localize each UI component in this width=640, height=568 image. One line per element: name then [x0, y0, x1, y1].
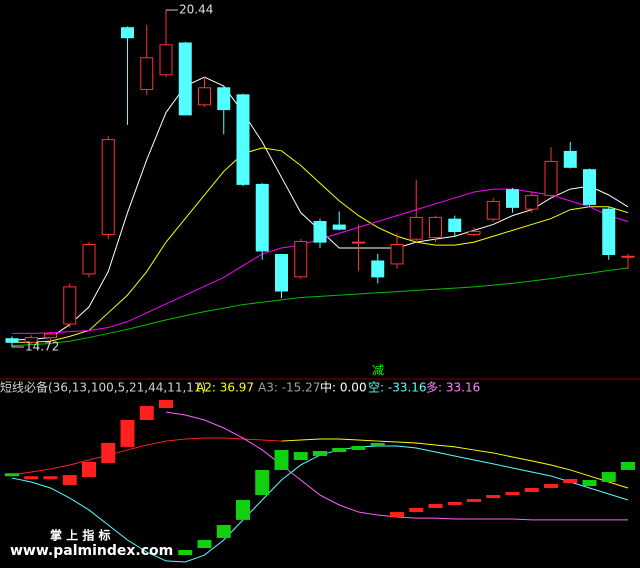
indicator-box — [505, 492, 520, 496]
candle-body — [255, 183, 269, 252]
indicator-title: 短线必备(36,13,100,5,21,44,11,11) — [0, 381, 206, 395]
indicator-box — [621, 461, 635, 470]
candle-body — [44, 333, 57, 339]
indicator-box — [43, 476, 58, 480]
candle-body — [198, 87, 211, 106]
moving-average — [11, 267, 629, 347]
high-label: 20.44 — [179, 3, 213, 17]
indicator-box — [101, 442, 116, 464]
candle-body — [178, 42, 192, 116]
legend-item: A3: -15.27 — [258, 381, 320, 395]
candle-body — [121, 27, 134, 39]
indicator-box — [332, 447, 347, 453]
watermark-url: www.palmindex.com — [10, 543, 173, 559]
indicator-box — [62, 475, 77, 485]
indicator-box — [486, 495, 501, 499]
indicator-box — [139, 406, 154, 421]
candle-body — [563, 150, 577, 168]
candle-body — [101, 139, 115, 235]
indicator-box — [274, 449, 289, 470]
candle-body — [236, 94, 250, 185]
candle-body — [544, 160, 558, 197]
candle-body — [583, 169, 596, 205]
indicator-line — [281, 438, 629, 489]
moving-average — [12, 147, 629, 343]
candle-body — [159, 44, 173, 76]
indicator-box — [313, 450, 327, 456]
candle-body — [525, 195, 539, 210]
candle-body — [602, 208, 616, 255]
legend-item: A2: 36.97 — [196, 381, 254, 395]
indicator-box — [293, 452, 308, 461]
candle-body — [140, 57, 154, 91]
indicator-box — [544, 483, 558, 488]
indicator-box — [216, 524, 231, 538]
candle-body — [371, 260, 385, 278]
indicator-box — [5, 473, 19, 477]
candle-body — [352, 241, 365, 244]
candle-body — [409, 216, 423, 240]
candle-body — [24, 337, 38, 343]
candle-body — [5, 338, 19, 343]
candle-body — [390, 243, 404, 265]
legend-item: 空: -33.16 — [368, 381, 427, 395]
candle-body — [313, 221, 327, 243]
indicator-box — [428, 503, 443, 508]
indicator-box — [178, 549, 193, 556]
candle-body — [467, 231, 481, 235]
indicator-box — [255, 469, 270, 496]
indicator-box — [524, 487, 539, 493]
candle-body — [275, 253, 288, 292]
candle-body — [217, 87, 231, 111]
legend-item: 多: 33.16 — [426, 381, 480, 395]
candle-body — [63, 286, 77, 325]
candle-body — [506, 189, 519, 208]
indicator-box — [24, 476, 39, 480]
indicator-box — [390, 512, 404, 518]
indicator-box — [467, 498, 481, 502]
candle-body — [448, 218, 462, 233]
indicator-box — [120, 420, 135, 447]
candle-body — [294, 241, 308, 278]
candle-body — [486, 200, 500, 220]
candle-body — [332, 224, 346, 230]
indicator-box — [447, 501, 462, 505]
indicator-box — [601, 472, 616, 482]
indicator-line — [11, 437, 282, 476]
candle-body — [429, 216, 442, 238]
indicator-box — [351, 446, 366, 450]
indicator-box — [370, 443, 385, 447]
candle-body — [621, 255, 635, 258]
indicator-box — [159, 400, 173, 408]
signal-label: 减 — [372, 364, 384, 378]
indicator-box — [197, 540, 212, 548]
low-label: 14.72 — [25, 339, 59, 353]
indicator-box — [563, 478, 578, 484]
indicator-box — [236, 500, 250, 520]
candle-body — [82, 243, 96, 275]
legend-item: 中: 0.00 — [320, 380, 367, 395]
indicator-box — [409, 507, 424, 513]
indicator-box — [82, 461, 96, 478]
watermark-title: 掌 上 指 标 — [50, 528, 111, 543]
indicator-box — [582, 480, 597, 487]
